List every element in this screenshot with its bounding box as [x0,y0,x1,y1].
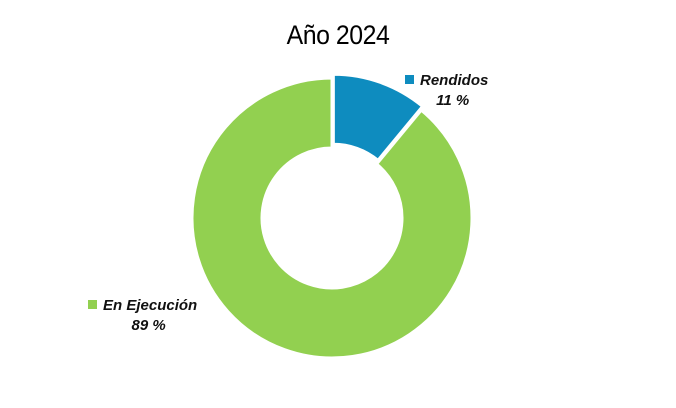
slice-value-rendidos: 11 % [436,92,470,109]
legend-swatch-rendidos [405,75,414,84]
legend-swatch-en-ejecucion [88,300,97,309]
slice-name-rendidos: Rendidos [420,72,489,89]
slice-en-ejecuci-n [190,76,474,360]
slice-value-en-ejecucion: 89 % [131,317,166,334]
slice-rendidos [331,72,425,163]
label-en-ejecucion: En Ejecución 89 % [88,296,197,336]
chart-title: Año 2024 [286,20,390,50]
slice-name-en-ejecucion: En Ejecución [103,297,198,314]
label-rendidos: Rendidos 11 % [405,71,488,111]
